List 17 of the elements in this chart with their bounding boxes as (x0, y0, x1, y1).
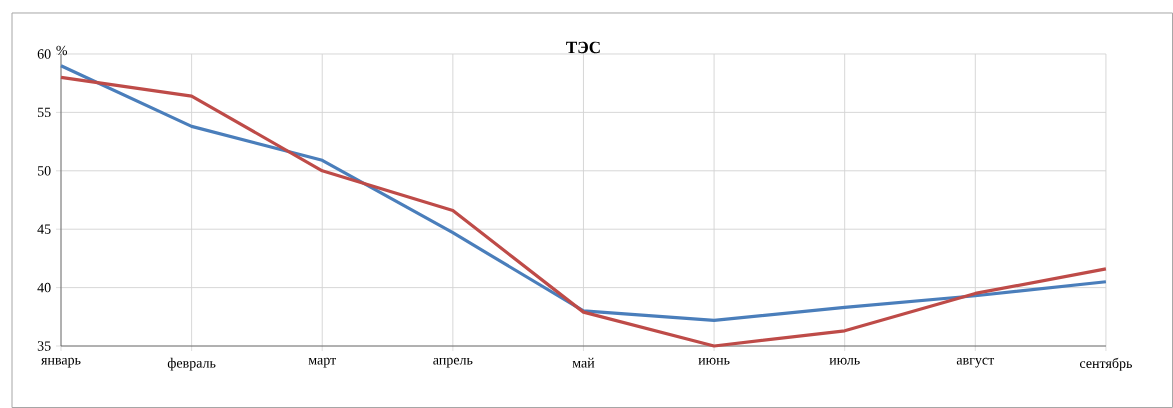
y-tick-label: 50 (37, 166, 51, 176)
y-tick-label: 45 (37, 224, 51, 234)
x-tick-label: апрель (433, 357, 473, 368)
chart-title: ТЭС (566, 41, 600, 54)
x-tick-label: июнь (698, 357, 730, 365)
x-tick-label: май (572, 357, 595, 368)
x-tick-label: август (956, 357, 995, 368)
x-tick-label: сентябрь (1079, 357, 1133, 371)
y-tick-label: 35 (37, 341, 51, 351)
x-tick-label: март (308, 357, 336, 368)
y-tick-label: 55 (37, 107, 51, 118)
y-tick-label: 60 (37, 49, 51, 59)
x-tick-label: февраль (167, 357, 216, 371)
x-tick-label: июль (829, 357, 860, 365)
y-tick-label: 40 (37, 282, 51, 293)
x-tick-label: январь (41, 357, 81, 368)
y-axis-title: % (56, 45, 68, 56)
